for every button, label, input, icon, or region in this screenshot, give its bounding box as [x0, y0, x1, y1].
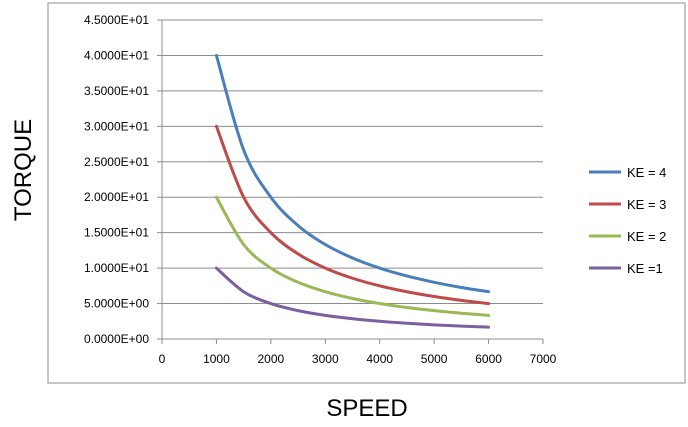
y-tick-label: 1.0000E+01: [84, 261, 149, 275]
x-tick-label: 7000: [530, 352, 557, 366]
x-tick-label: 0: [159, 352, 166, 366]
y-tick-label: 4.5000E+01: [84, 13, 149, 27]
y-axis-title: TORQUE: [10, 119, 37, 221]
series-line-ke-2: [214, 195, 491, 317]
x-tick-label: 4000: [366, 352, 393, 366]
y-tick-label: 1.5000E+01: [84, 226, 149, 240]
legend: KE = 4 KE = 3 KE = 2 KE =1: [589, 165, 666, 276]
x-tick-label: 3000: [312, 352, 339, 366]
legend-label-ke-3: KE = 3: [627, 197, 666, 212]
legend-label-ke-4: KE = 4: [627, 165, 666, 180]
axes: [157, 19, 544, 344]
y-tick-label: 2.0000E+01: [84, 190, 149, 204]
x-tick-label: 2000: [258, 352, 285, 366]
x-tick-labels: 0 1000 2000 3000 4000 5000 6000 7000: [159, 352, 557, 366]
legend-label-ke-1: KE =1: [627, 261, 663, 276]
x-axis-title: SPEED: [326, 395, 407, 422]
x-tick-label: 6000: [475, 352, 502, 366]
y-tick-labels: 0.0000E+00 5.0000E+00 1.0000E+01 1.5000E+01…: [84, 13, 149, 346]
y-tick-label: 5.0000E+00: [84, 297, 149, 311]
x-tick-label: 5000: [421, 352, 448, 366]
series-line-ke-4: [214, 53, 491, 294]
y-tick-label: 0.0000E+00: [84, 332, 149, 346]
y-tick-label: 3.0000E+01: [84, 119, 149, 133]
legend-label-ke-2: KE = 2: [627, 229, 666, 244]
x-tick-label: 1000: [203, 352, 230, 366]
y-tick-label: 2.5000E+01: [84, 155, 149, 169]
series-line-ke-3: [214, 124, 491, 306]
y-tick-label: 3.5000E+01: [84, 84, 149, 98]
series-lines: [214, 53, 491, 329]
series-line-ke-1: [214, 266, 491, 329]
y-tick-label: 4.0000E+01: [84, 48, 149, 62]
